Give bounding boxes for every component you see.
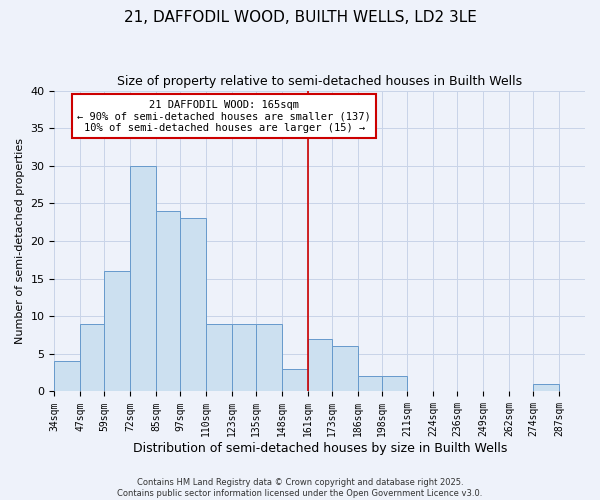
Bar [55, 362, 80, 392]
Bar [533, 384, 559, 392]
Text: 21 DAFFODIL WOOD: 165sqm
← 90% of semi-detached houses are smaller (137)
10% of : 21 DAFFODIL WOOD: 165sqm ← 90% of semi-d… [77, 100, 371, 133]
Bar [358, 376, 382, 392]
Bar [308, 339, 332, 392]
X-axis label: Distribution of semi-detached houses by size in Builth Wells: Distribution of semi-detached houses by … [133, 442, 507, 455]
Bar [382, 376, 407, 392]
Bar [180, 218, 206, 392]
Bar [256, 324, 282, 392]
Title: Size of property relative to semi-detached houses in Builth Wells: Size of property relative to semi-detach… [117, 75, 522, 88]
Bar [232, 324, 256, 392]
Text: 21, DAFFODIL WOOD, BUILTH WELLS, LD2 3LE: 21, DAFFODIL WOOD, BUILTH WELLS, LD2 3LE [124, 10, 476, 25]
Bar [80, 324, 104, 392]
Bar [282, 369, 308, 392]
Bar [206, 324, 232, 392]
Bar [104, 271, 130, 392]
Bar [130, 166, 156, 392]
Bar [156, 211, 180, 392]
Y-axis label: Number of semi-detached properties: Number of semi-detached properties [15, 138, 25, 344]
Bar [332, 346, 358, 392]
Text: Contains HM Land Registry data © Crown copyright and database right 2025.
Contai: Contains HM Land Registry data © Crown c… [118, 478, 482, 498]
